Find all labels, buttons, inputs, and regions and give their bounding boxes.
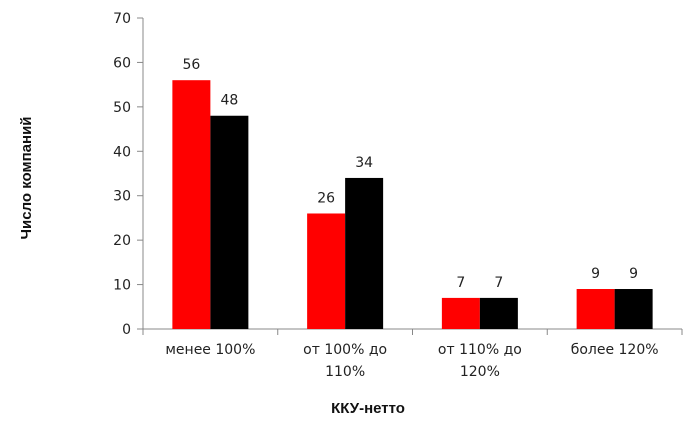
- data-label: 7: [494, 275, 503, 291]
- x-tick-label: от 100% до 110%: [303, 342, 387, 380]
- data-label: 34: [355, 155, 373, 171]
- y-tick-label: 0: [122, 322, 131, 338]
- y-tick-label: 10: [113, 278, 131, 294]
- bar: [210, 115, 249, 329]
- x-axis-title: ККУ-нетто: [331, 400, 405, 417]
- x-tick-label: более 120%: [571, 342, 659, 358]
- y-tick-label: 50: [113, 100, 131, 116]
- y-tick-label: 30: [113, 189, 131, 205]
- bar: [172, 80, 211, 329]
- x-axis: менее 100% от 100% до 110% от 110% до 120% бо…: [142, 328, 683, 380]
- x-tick-label: менее 100%: [165, 342, 255, 358]
- data-label: 26: [317, 190, 335, 206]
- bar: [576, 289, 615, 329]
- y-axis-title: Число компаний: [18, 116, 35, 239]
- bar: [441, 297, 480, 329]
- data-label: 56: [182, 57, 200, 73]
- data-label: 9: [591, 266, 600, 282]
- data-label: 7: [456, 275, 465, 291]
- bars: [172, 80, 653, 329]
- data-label: 9: [629, 266, 638, 282]
- y-axis: 0 10 20 30 40 50 60 70: [113, 11, 144, 338]
- data-labels: 56 48 26 34 7 7 9 9: [182, 57, 638, 291]
- y-tick-label: 20: [113, 233, 131, 249]
- x-tick-label: от 110% до 120%: [438, 342, 522, 380]
- bar: [307, 213, 346, 329]
- bar: [345, 177, 384, 329]
- y-tick-label: 70: [113, 11, 131, 27]
- bar: [479, 297, 518, 329]
- y-tick-label: 60: [113, 55, 131, 71]
- y-tick-label: 40: [113, 144, 131, 160]
- data-label: 48: [220, 93, 238, 109]
- bar: [614, 289, 653, 329]
